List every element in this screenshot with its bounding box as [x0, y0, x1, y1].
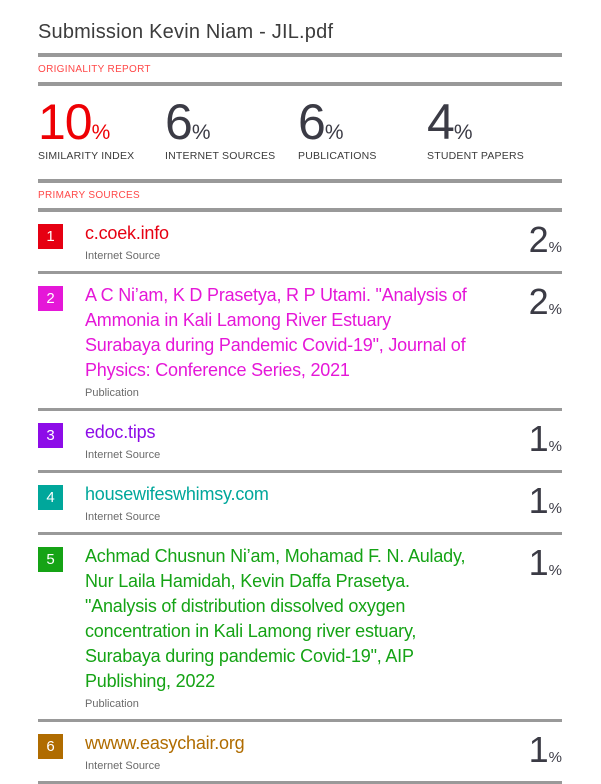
stat-item: 6% INTERNET SOURCES: [165, 97, 298, 162]
source-index-badge: 4: [38, 485, 63, 510]
sources-list: 1 c.coek.info Internet Source 2% 2 A C N…: [38, 212, 562, 784]
source-percent: 1%: [529, 544, 562, 582]
stat-label: STUDENT PAPERS: [427, 150, 524, 162]
source-percent: 2%: [529, 221, 562, 259]
source-percent-value: 1: [528, 542, 549, 583]
source-type-label: Publication: [85, 698, 139, 710]
stat-item: 4% STUDENT PAPERS: [427, 97, 562, 162]
source-title-link[interactable]: c.coek.info: [85, 223, 169, 243]
stat-percent-sign: %: [453, 121, 473, 144]
source-index-badge: 6: [38, 734, 63, 759]
source-row-divider: [38, 532, 562, 535]
source-row-divider: [38, 271, 562, 274]
title-divider: [38, 53, 562, 57]
stats-row: 10% SIMILARITY INDEX 6% INTERNET SOURCES…: [38, 86, 562, 179]
source-percent-value: 2: [528, 219, 549, 260]
page-title: Submission Kevin Niam - JIL.pdf: [38, 21, 334, 43]
originality-divider: [38, 82, 562, 86]
source-index-badge: 5: [38, 547, 63, 572]
source-percent-sign: %: [548, 438, 562, 455]
originality-report-label: ORIGINALITY REPORT: [38, 64, 151, 75]
source-percent-sign: %: [548, 239, 562, 256]
source-percent-value: 1: [528, 729, 549, 770]
stat-label: PUBLICATIONS: [298, 150, 377, 162]
source-title-link[interactable]: Achmad Chusnun Ni’am, Mohamad F. N. Aula…: [85, 546, 466, 691]
stats-divider: [38, 179, 562, 183]
stat-number: 6%: [298, 97, 427, 147]
source-row-divider: [38, 719, 562, 722]
source-percent-value: 1: [528, 480, 549, 521]
source-title-link[interactable]: edoc.tips: [85, 422, 156, 442]
source-type-label: Internet Source: [85, 760, 161, 772]
source-title-link[interactable]: A C Ni’am, K D Prasetya, R P Utami. "Ana…: [85, 285, 467, 380]
primary-sources-label: PRIMARY SOURCES: [38, 190, 140, 201]
source-row-divider: [38, 408, 562, 411]
source-row: 3 edoc.tips Internet Source 1%: [38, 411, 562, 473]
source-type-label: Publication: [85, 387, 139, 399]
source-percent-value: 2: [528, 281, 549, 322]
stat-value: 10: [38, 94, 93, 150]
source-row: 2 A C Ni’am, K D Prasetya, R P Utami. "A…: [38, 274, 562, 411]
stat-number: 4%: [427, 97, 562, 147]
source-row-divider: [38, 470, 562, 473]
source-type-label: Internet Source: [85, 250, 161, 262]
source-percent-value: 1: [528, 418, 549, 459]
source-index-badge: 2: [38, 286, 63, 311]
source-percent: 1%: [529, 482, 562, 520]
source-index-badge: 3: [38, 423, 63, 448]
source-percent: 2%: [529, 283, 562, 321]
source-title-link[interactable]: housewifeswhimsy.com: [85, 484, 269, 504]
source-row: 1 c.coek.info Internet Source 2%: [38, 212, 562, 274]
primary-sources-divider: [38, 208, 562, 212]
stat-item: 6% PUBLICATIONS: [298, 97, 427, 162]
source-percent-sign: %: [548, 301, 562, 318]
stat-label: INTERNET SOURCES: [165, 150, 276, 162]
stat-value: 6: [298, 94, 326, 150]
stat-item: 10% SIMILARITY INDEX: [38, 97, 165, 162]
source-title-link[interactable]: wwww.easychair.org: [85, 733, 245, 753]
stat-number: 6%: [165, 97, 298, 147]
source-row: 5 Achmad Chusnun Ni’am, Mohamad F. N. Au…: [38, 535, 562, 722]
stat-number: 10%: [38, 97, 165, 147]
stat-value: 6: [165, 94, 193, 150]
source-row: 4 housewifeswhimsy.com Internet Source 1…: [38, 473, 562, 535]
stat-label: SIMILARITY INDEX: [38, 150, 135, 162]
source-percent: 1%: [529, 420, 562, 458]
stat-value: 4: [427, 94, 455, 150]
stat-percent-sign: %: [191, 121, 211, 144]
source-percent: 1%: [529, 731, 562, 769]
source-percent-sign: %: [548, 749, 562, 766]
source-type-label: Internet Source: [85, 449, 161, 461]
stat-percent-sign: %: [91, 121, 111, 144]
source-percent-sign: %: [548, 500, 562, 517]
source-type-label: Internet Source: [85, 511, 161, 523]
stat-percent-sign: %: [324, 121, 344, 144]
source-percent-sign: %: [548, 562, 562, 579]
source-index-badge: 1: [38, 224, 63, 249]
source-row: 6 wwww.easychair.org Internet Source 1%: [38, 722, 562, 784]
